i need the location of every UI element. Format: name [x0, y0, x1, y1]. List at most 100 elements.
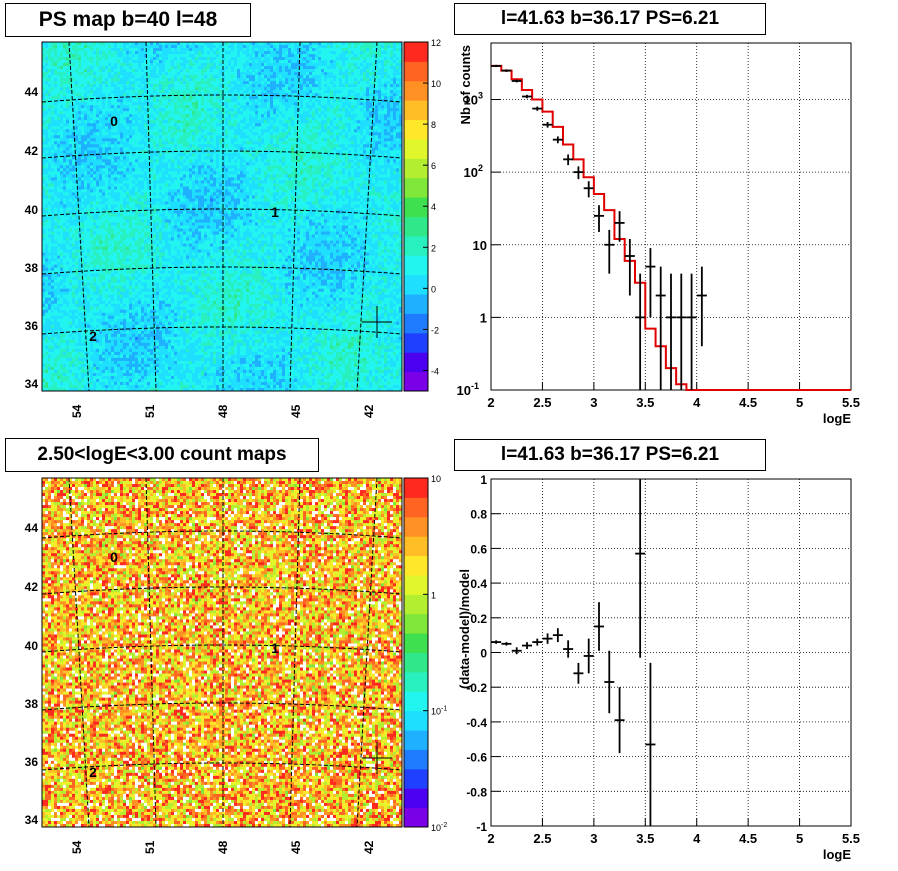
x-axis-label: logE [823, 411, 851, 426]
data-point [594, 205, 604, 232]
colorbar-step [404, 294, 428, 314]
colorbar-step [404, 671, 428, 692]
colorbar-step [404, 216, 428, 237]
colorbar-tick-label: 6 [431, 161, 436, 171]
colorbar-tick-label: -4 [431, 366, 439, 376]
colorbar-step [404, 749, 428, 770]
map-x-tick-label: 48 [216, 840, 230, 854]
lat-line [41, 644, 403, 653]
map-x-tick-label: 45 [289, 840, 303, 854]
lon-line [145, 477, 157, 828]
colorbar-step [404, 313, 428, 334]
colorbar-tick-label: 1 [431, 590, 436, 600]
map-y-tick-label: 34 [25, 377, 39, 391]
colorbar-step [404, 255, 428, 276]
y-tick-label: 102 [464, 163, 483, 180]
map-cells [42, 478, 403, 828]
lat-line [41, 530, 403, 539]
lat-line [41, 150, 403, 159]
y-axis-label: (data-model)/model [457, 569, 472, 689]
x-tick-label: 4.5 [739, 831, 757, 846]
map-y-tick-label: 36 [25, 319, 39, 333]
data-point [645, 248, 656, 318]
data-point [573, 662, 584, 684]
map-y-tick-label: 38 [25, 261, 39, 275]
x-tick-label: 2 [487, 395, 494, 410]
map-marker-label: 1 [271, 640, 279, 656]
count-map[interactable]: 54 51 48 45 42 44 42 40 38 36 34 0 1 2 10 1 10-1 10-2 [0, 436, 449, 871]
map-y-tick-label: 44 [25, 521, 39, 535]
map-x-tick-label: 42 [362, 840, 376, 854]
x-tick-label: 5.5 [842, 831, 860, 846]
x-tick-label: 2.5 [533, 831, 551, 846]
x-tick-label: 4.5 [739, 395, 757, 410]
source-cross [362, 306, 392, 338]
map-marker-label: 2 [89, 328, 97, 344]
data-point [552, 136, 563, 144]
x-tick-label: 2.5 [533, 395, 551, 410]
colorbar-step [404, 613, 428, 634]
map-y-tick-label: 40 [25, 203, 39, 217]
y-tick-label: 10 [473, 238, 487, 253]
data-point [563, 640, 574, 658]
spectrum-panel: 2 2.5 3 3.5 4 4.5 5 5.5 103 102 10 1 10-1 logE Nb of c… [449, 0, 898, 435]
data-point [542, 633, 553, 644]
colorbar-step [404, 516, 428, 537]
colorbar-tick-label: 10-1 [431, 706, 447, 717]
map-y-tick-label: 40 [25, 639, 39, 653]
map-x-tick-label: 54 [70, 840, 84, 854]
colorbar-step [404, 594, 428, 615]
x-tick-label: 2 [487, 831, 494, 846]
y-tick-label: -0.4 [466, 716, 487, 730]
colorbar-step [404, 371, 428, 392]
colorbar-step [404, 332, 428, 353]
colorbar-step [404, 807, 428, 828]
colorbar-tick-label: 12 [431, 38, 441, 48]
lon-line [68, 41, 90, 392]
colorbar-step [404, 788, 428, 809]
data-point [532, 106, 543, 111]
colorbar-step [404, 158, 428, 179]
colorbar-step [404, 710, 428, 731]
x-axis-label: logE [823, 847, 851, 862]
colorbar [404, 478, 428, 828]
model-histogram [491, 64, 851, 391]
ps-map-title: PS map b=40 l=48 [5, 3, 251, 37]
colorbar-step [404, 235, 428, 256]
colorbar-step [404, 574, 428, 595]
y-tick-label: 10-1 [457, 381, 479, 398]
data-point [696, 266, 707, 347]
data-point [501, 69, 512, 72]
colorbar-step [404, 497, 428, 518]
colorbar-step [404, 177, 428, 198]
map-y-tick-label: 36 [25, 755, 39, 769]
data-point [511, 647, 522, 655]
data-point [583, 638, 594, 674]
colorbar-tick-label: 10 [431, 79, 441, 89]
x-tick-label: 3 [590, 395, 597, 410]
map-marker-label: 2 [89, 764, 97, 780]
data-point [624, 239, 635, 296]
residual-chart[interactable]: 2 2.5 3 3.5 4 4.5 5 5.5 1 0.8 0.6 0.4 0.2 0 -0.2 -0.4 -0… [449, 436, 898, 871]
lon-line [289, 41, 301, 392]
map-x-tick-label: 51 [143, 840, 157, 854]
data-point [666, 273, 676, 390]
data-point [614, 687, 625, 754]
y-tick-label: 0.6 [470, 542, 487, 556]
x-tick-label: 3 [590, 831, 597, 846]
data-point [676, 273, 687, 390]
x-tick-label: 4 [693, 395, 701, 410]
y-tick-label: 0 [480, 647, 487, 661]
data-point [532, 638, 543, 646]
data-point [501, 642, 512, 646]
colorbar-step [404, 80, 428, 101]
map-x-tick-label: 42 [362, 404, 376, 418]
map-grid [41, 41, 403, 392]
map-x-tick-label: 45 [289, 404, 303, 418]
colorbar-tick-label: 10-2 [431, 822, 447, 833]
count-map-panel: 54 51 48 45 42 44 42 40 38 36 34 0 1 2 10 1 10-1 10-2 2.5… [0, 436, 449, 871]
x-tick-label: 5.5 [842, 395, 860, 410]
colorbar-step [404, 633, 428, 653]
